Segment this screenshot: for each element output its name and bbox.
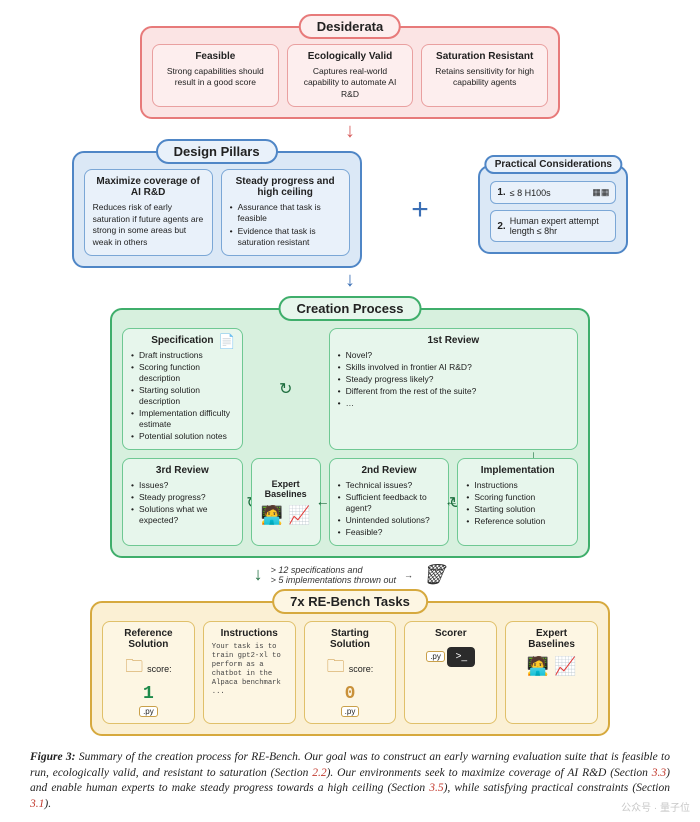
creation-second-review: 2nd Review Technical issues? Sufficient … <box>329 458 450 546</box>
arrow-desiderata-to-pillars: ↓ <box>30 121 670 141</box>
expert-icon: 🧑‍💻 📈 <box>514 656 589 677</box>
label: 3rd Review <box>131 465 234 476</box>
label: 2nd Review <box>338 465 441 476</box>
arrow-pillars-to-creation: ↓ <box>30 270 670 290</box>
arrow-down-icon: ↓ <box>254 564 263 585</box>
trash-icon: 🗑 <box>421 562 446 587</box>
desiderata-title: Desiderata <box>299 14 401 39</box>
pillar-coverage: Maximize coverage of AI R&D Reduces risk… <box>84 169 213 255</box>
gpu-icon: ▦▦ <box>592 187 609 198</box>
task-scorer: Scorer .py >_ <box>404 621 497 724</box>
label: Instructions <box>212 628 287 639</box>
practical-section: Practical Considerations 1. ≤ 8 H100s ▦▦… <box>478 165 628 254</box>
watermark: 公众号 · 量子位 <box>621 799 690 814</box>
tasks-section: 7x RE-Bench Tasks Reference Solution 🗀 s… <box>90 601 610 736</box>
document-icon: 📄 <box>218 333 235 350</box>
creation-section: Creation Process Specification 📄 Draft i… <box>110 308 590 559</box>
body: Assurance that task is feasible Evidence… <box>230 202 341 247</box>
text: ≤ 8 H100s <box>510 188 551 198</box>
task-starting-solution: Starting Solution 🗀 score: 0 .py <box>304 621 397 724</box>
practical-item-gpu: 1. ≤ 8 H100s ▦▦ <box>490 181 616 204</box>
pillars-title: Design Pillars <box>156 139 278 164</box>
terminal-icon: >_ <box>447 647 475 667</box>
label: Feasible <box>161 51 270 62</box>
label: Reference Solution <box>111 628 186 650</box>
task-reference-solution: Reference Solution 🗀 score: 1 .py <box>102 621 195 724</box>
py-badge: .py <box>341 706 360 717</box>
label: Steady progress and high ceiling <box>230 176 341 198</box>
tasks-title: 7x RE-Bench Tasks <box>272 589 428 614</box>
creation-first-review: 1st Review Novel? Skills involved in fro… <box>329 328 578 450</box>
num: 2. <box>497 221 505 232</box>
creation-specification: Specification 📄 Draft instructions Scori… <box>122 328 243 450</box>
creation-third-review: 3rd Review Issues? Steady progress? Solu… <box>122 458 243 546</box>
thrown-out-note: ↓ > 12 specifications and > 5 implementa… <box>30 562 670 587</box>
label: Expert Baselines <box>256 479 316 499</box>
arrow-left-icon: ← <box>316 493 330 509</box>
score-label: score: <box>349 664 374 674</box>
figure-caption: Figure 3: Summary of the creation proces… <box>30 750 670 812</box>
py-badge: .py <box>426 651 445 662</box>
text: Human expert attempt length ≤ 8hr <box>510 216 610 236</box>
body: Reduces risk of early saturation if futu… <box>93 202 204 248</box>
desiderata-section: Desiderata Feasible Strong capabilities … <box>140 26 560 119</box>
pillars-row: Design Pillars Maximize coverage of AI R… <box>30 151 670 267</box>
thrown-line1: > 12 specifications and <box>271 565 363 575</box>
score-value: 0 <box>345 684 356 704</box>
thrown-line2: > 5 implementations thrown out <box>271 575 396 585</box>
label: Scorer <box>413 628 488 639</box>
expert-icon: 🧑‍💻 📈 <box>261 505 311 526</box>
practical-item-time: 2. Human expert attempt length ≤ 8hr <box>490 210 616 242</box>
label: Implementation <box>466 465 569 476</box>
num: 1. <box>497 187 505 198</box>
task-instructions: Instructions Your task is to train gpt2-… <box>203 621 296 724</box>
desiderata-item-ecological: Ecologically Valid Captures real-world c… <box>287 44 414 107</box>
label: 1st Review <box>338 335 569 346</box>
arrow-left-icon: ← <box>444 493 458 509</box>
body: Retains sensitivity for high capability … <box>430 66 539 89</box>
score-value: 1 <box>143 684 154 704</box>
cycle-icon: ↻ <box>251 328 321 450</box>
label: Starting Solution <box>313 628 388 650</box>
label: Expert Baselines <box>514 628 589 650</box>
folder-icon: 🗀 <box>327 654 345 684</box>
label: Saturation Resistant <box>430 51 539 62</box>
pillar-steady: Steady progress and high ceiling Assuran… <box>221 169 350 255</box>
creation-title: Creation Process <box>279 296 422 321</box>
folder-icon: 🗀 <box>125 654 143 684</box>
plus-icon: + <box>409 193 431 227</box>
creation-implementation: Implementation Instructions Scoring func… <box>457 458 578 546</box>
instructions-text: Your task is to train gpt2-xl to perform… <box>212 643 287 697</box>
task-expert-baselines: Expert Baselines 🧑‍💻 📈 <box>505 621 598 724</box>
label: Maximize coverage of AI R&D <box>93 176 204 198</box>
desiderata-item-saturation: Saturation Resistant Retains sensitivity… <box>421 44 548 107</box>
desiderata-item-feasible: Feasible Strong capabilities should resu… <box>152 44 279 107</box>
creation-expert-baselines: Expert Baselines 🧑‍💻 📈 <box>251 458 321 546</box>
label: Ecologically Valid <box>296 51 405 62</box>
fig-label: Figure 3: <box>30 751 76 763</box>
practical-title: Practical Considerations <box>485 155 622 174</box>
design-pillars-section: Design Pillars Maximize coverage of AI R… <box>72 151 362 267</box>
score-label: score: <box>147 664 172 674</box>
body: Captures real-world capability to automa… <box>296 66 405 100</box>
py-badge: .py <box>139 706 158 717</box>
body: Strong capabilities should result in a g… <box>161 66 270 89</box>
